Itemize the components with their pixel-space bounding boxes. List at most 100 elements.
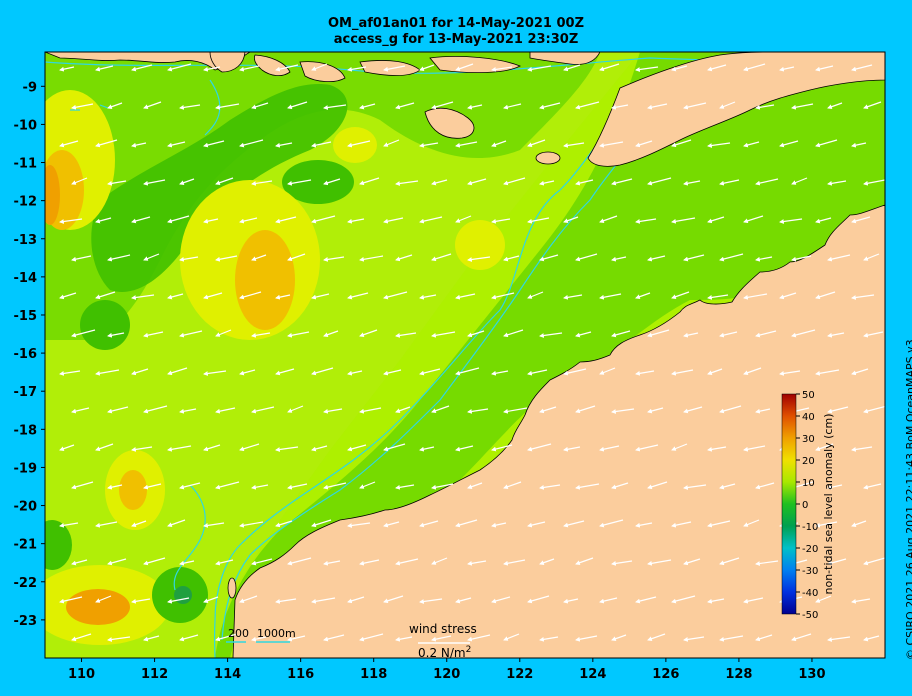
wind-arrow bbox=[131, 368, 149, 376]
wind-arrow bbox=[95, 291, 116, 300]
colorbar-ticks: 50 40 30 20 10 0 -10 -20 -30 -40 -50 bbox=[796, 390, 818, 621]
wind-arrow bbox=[107, 484, 123, 490]
lat-tick-label: -20 bbox=[14, 500, 38, 515]
bathymetry-legend: 200 1000m bbox=[226, 627, 296, 643]
wind-arrow bbox=[143, 253, 160, 261]
wind-arrow bbox=[707, 446, 727, 452]
wind-arrow bbox=[419, 446, 435, 452]
wind-arrow bbox=[635, 444, 659, 452]
wind-arrow bbox=[467, 256, 491, 262]
wind-arrow bbox=[467, 560, 487, 566]
wind-arrow bbox=[359, 481, 376, 489]
wind-arrow bbox=[455, 215, 472, 223]
wind-arrow bbox=[203, 292, 223, 300]
wind-arrow bbox=[815, 369, 840, 376]
wind-arrow bbox=[395, 180, 419, 186]
wind-arrow bbox=[383, 443, 406, 452]
map-title-line-1: OM_af01an01 for 14-May-2021 00Z bbox=[327, 16, 585, 31]
wind-stress-value: 0.2 N/m2 bbox=[418, 645, 471, 660]
wind-arrow bbox=[563, 598, 579, 604]
longitude-axis: 110 112 114 116 118 120 122 124 126 128 130 bbox=[68, 658, 826, 682]
wind-arrow bbox=[215, 559, 234, 566]
wind-arrow bbox=[611, 560, 633, 566]
wind-arrow bbox=[455, 519, 478, 528]
wind-arrow bbox=[827, 558, 847, 566]
wind-arrow bbox=[95, 369, 120, 376]
wind-arrow bbox=[671, 521, 692, 528]
wind-stress-label: wind stress bbox=[409, 622, 477, 636]
wind-arrow bbox=[287, 179, 312, 186]
wind-arrow bbox=[503, 255, 520, 262]
wind-arrow bbox=[539, 636, 559, 642]
wind-arrow bbox=[311, 293, 330, 300]
wind-arrow bbox=[359, 407, 382, 414]
wind-arrow bbox=[203, 370, 227, 376]
wind-arrow bbox=[779, 292, 797, 300]
lat-tick-label: -18 bbox=[14, 423, 38, 438]
wind-arrow bbox=[311, 519, 332, 528]
wind-arrow bbox=[347, 370, 363, 376]
wind-arrow bbox=[491, 596, 511, 604]
wind-arrow bbox=[143, 483, 162, 490]
wind-arrow bbox=[347, 66, 367, 72]
wind-arrow bbox=[827, 180, 847, 186]
wind-arrow bbox=[287, 405, 304, 413]
wind-arrow bbox=[599, 367, 616, 375]
wind-arrow bbox=[815, 139, 838, 148]
wind-arrow bbox=[611, 634, 627, 641]
wind-arrow bbox=[455, 293, 476, 300]
wind-arrow bbox=[707, 598, 725, 604]
wind-arrow bbox=[779, 218, 803, 224]
lat-tick-label: -15 bbox=[14, 309, 38, 324]
wind-arrow bbox=[539, 180, 555, 186]
wind-arrow bbox=[251, 180, 273, 186]
wind-arrow bbox=[383, 291, 408, 300]
wind-arrow bbox=[743, 445, 766, 452]
wind-arrow bbox=[863, 557, 885, 566]
wind-arrow bbox=[635, 66, 659, 72]
wind-arrow bbox=[707, 520, 731, 528]
colorbar-gradient bbox=[781, 393, 797, 615]
lon-tick-label: 112 bbox=[141, 667, 168, 682]
wind-arrow bbox=[467, 178, 487, 186]
wind-arrow bbox=[107, 102, 123, 109]
wind-arrow bbox=[239, 369, 256, 376]
wind-arrow bbox=[635, 140, 653, 148]
wind-arrow bbox=[107, 332, 125, 338]
wind-arrow bbox=[611, 482, 629, 490]
wind-arrow bbox=[419, 294, 437, 300]
wind-arrow bbox=[311, 215, 336, 224]
wind-arrow bbox=[827, 254, 851, 262]
wind-arrow bbox=[611, 330, 631, 338]
colorbar-tick-label: -40 bbox=[802, 588, 818, 599]
wind-arrow bbox=[275, 64, 299, 72]
wind-arrow bbox=[275, 368, 295, 376]
wind-arrow bbox=[791, 633, 812, 642]
wind-arrow bbox=[503, 481, 522, 489]
wind-arrow bbox=[503, 407, 528, 414]
wind-arrow bbox=[563, 142, 585, 148]
lat-tick-label: -13 bbox=[14, 233, 38, 248]
wind-arrow bbox=[95, 65, 114, 72]
wind-arrow bbox=[683, 254, 705, 262]
wind-arrow bbox=[539, 406, 557, 414]
wind-arrow bbox=[683, 484, 707, 490]
lat-tick-label: -23 bbox=[14, 614, 38, 629]
wind-arrow bbox=[599, 141, 624, 148]
wind-arrow bbox=[599, 597, 618, 604]
wind-arrow bbox=[143, 635, 160, 642]
wind-arrow bbox=[683, 180, 701, 186]
wind-arrow bbox=[431, 557, 448, 565]
wind-arrow bbox=[215, 481, 240, 490]
wind-arrow bbox=[599, 445, 620, 452]
wind-arrow bbox=[71, 329, 96, 338]
wind-arrow bbox=[59, 596, 83, 604]
wind-arrow bbox=[779, 370, 801, 376]
plot-area bbox=[45, 52, 885, 658]
colorbar-tick-label: -50 bbox=[802, 610, 818, 621]
wind-arrow bbox=[347, 140, 371, 148]
wind-arrow bbox=[503, 633, 520, 641]
wind-arrow bbox=[323, 482, 347, 490]
lat-tick-label: -10 bbox=[14, 118, 38, 133]
wind-arrow bbox=[719, 331, 738, 338]
